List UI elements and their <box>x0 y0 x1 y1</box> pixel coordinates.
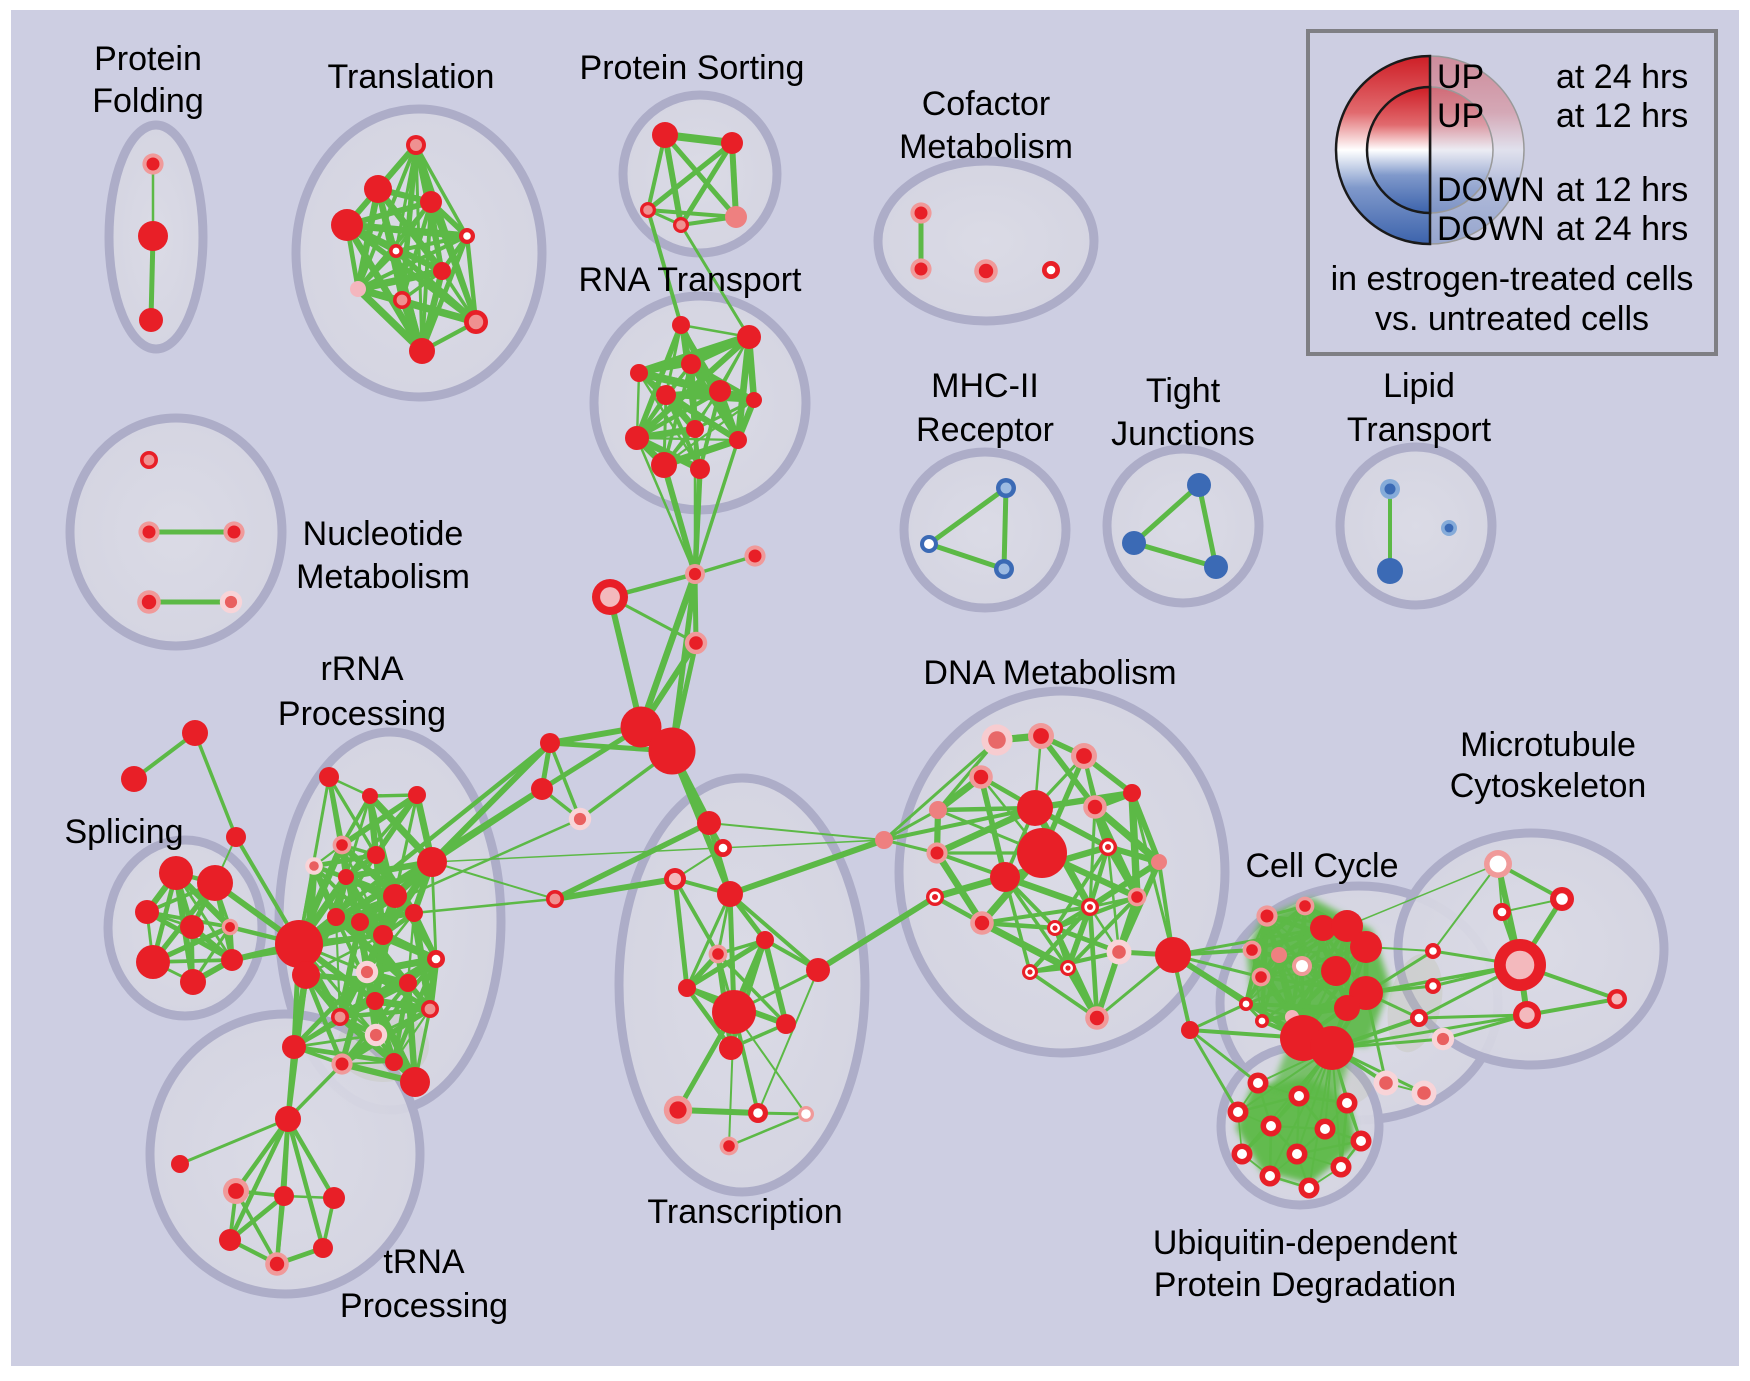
svg-text:vs. untreated cells: vs. untreated cells <box>1375 300 1649 338</box>
svg-text:Junctions: Junctions <box>1111 415 1255 453</box>
svg-text:Ubiquitin-dependent: Ubiquitin-dependent <box>1153 1224 1458 1262</box>
svg-text:Processing: Processing <box>340 1287 508 1325</box>
svg-text:at 12 hrs: at 12 hrs <box>1556 97 1688 135</box>
svg-text:Microtubule: Microtubule <box>1460 726 1636 764</box>
svg-text:rRNA: rRNA <box>320 650 403 688</box>
svg-text:in estrogen-treated cells: in estrogen-treated cells <box>1331 260 1694 298</box>
svg-text:RNA Transport: RNA Transport <box>579 261 803 299</box>
svg-text:Protein Sorting: Protein Sorting <box>580 49 805 87</box>
svg-text:Splicing: Splicing <box>64 813 183 851</box>
svg-text:DOWN: DOWN <box>1437 171 1545 209</box>
svg-text:Nucleotide: Nucleotide <box>303 515 464 553</box>
svg-text:Cofactor: Cofactor <box>922 85 1051 123</box>
svg-text:Cell Cycle: Cell Cycle <box>1245 847 1398 885</box>
svg-text:Transcription: Transcription <box>647 1193 842 1231</box>
svg-text:Protein Degradation: Protein Degradation <box>1154 1266 1456 1304</box>
svg-text:Protein: Protein <box>94 40 202 78</box>
svg-text:UP: UP <box>1437 58 1484 96</box>
svg-text:UP: UP <box>1437 97 1484 135</box>
svg-text:at 24 hrs: at 24 hrs <box>1556 210 1688 248</box>
svg-text:DNA Metabolism: DNA Metabolism <box>923 654 1176 692</box>
svg-text:at 12 hrs: at 12 hrs <box>1556 171 1688 209</box>
svg-text:Cytoskeleton: Cytoskeleton <box>1450 767 1647 805</box>
svg-text:DOWN: DOWN <box>1437 210 1545 248</box>
svg-text:Folding: Folding <box>92 82 204 120</box>
svg-text:Receptor: Receptor <box>916 411 1054 449</box>
svg-text:Metabolism: Metabolism <box>899 128 1073 166</box>
svg-text:Translation: Translation <box>328 58 495 96</box>
svg-text:Metabolism: Metabolism <box>296 558 470 596</box>
svg-text:at 24 hrs: at 24 hrs <box>1556 58 1688 96</box>
svg-text:Lipid: Lipid <box>1383 367 1455 405</box>
svg-text:Processing: Processing <box>278 695 446 733</box>
svg-text:Transport: Transport <box>1347 411 1492 449</box>
svg-text:Tight: Tight <box>1146 372 1221 410</box>
svg-text:tRNA: tRNA <box>383 1243 465 1281</box>
svg-text:MHC-II: MHC-II <box>931 367 1039 405</box>
